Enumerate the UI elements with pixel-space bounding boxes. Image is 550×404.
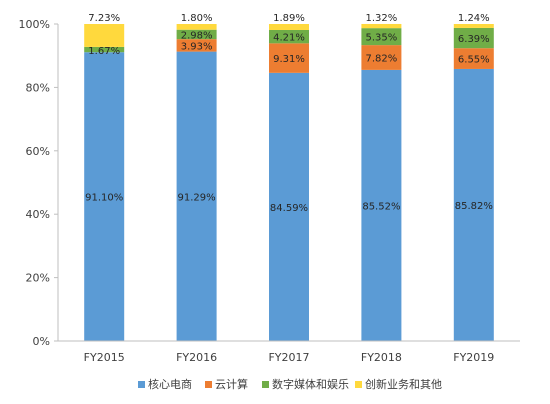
bars: 91.10% 1.67% 7.23% 91.29% 3.93%2.98% 1.80% 84.… [84, 13, 494, 342]
bar-segment [269, 43, 309, 73]
y-tick-label: 80% [26, 81, 50, 94]
data-label: 1.67% [88, 46, 120, 57]
data-label: 6.39% [458, 34, 490, 45]
bar-segment [269, 72, 309, 341]
x-tick-label: FY2019 [453, 351, 494, 364]
legend-label: 云计算 [215, 377, 248, 391]
bar-segment [453, 68, 494, 342]
y-axis: 0% 20% 40% 60% 80% 100% [19, 18, 59, 348]
bar-segment [269, 29, 309, 44]
data-label: 85.82% [455, 201, 493, 212]
x-tick-label: FY2015 [84, 351, 125, 364]
bar-segment [84, 24, 125, 47]
x-tick-label: FY2016 [176, 351, 217, 364]
bar-segment [269, 24, 309, 30]
data-label: 3.93% [181, 41, 213, 52]
legend-swatch [355, 381, 362, 388]
bar-segment [176, 24, 217, 30]
bar-segment [453, 27, 494, 49]
data-label: 4.21% [273, 33, 305, 44]
y-tick-label: 0% [33, 335, 50, 348]
data-label: 91.10% [85, 193, 123, 204]
data-label: 9.31% [273, 54, 305, 65]
x-tick-label: FY2017 [268, 351, 309, 364]
bar-segment [176, 29, 217, 40]
legend-label: 创新业务和其他 [365, 377, 442, 391]
bar-segment [84, 52, 125, 341]
x-axis: FY2015 FY2016 FY2017 FY2018 FY2019 [58, 340, 520, 364]
data-label: 84.59% [270, 203, 308, 214]
bar-segment [176, 51, 217, 342]
y-tick-label: 20% [26, 272, 50, 285]
y-tick-label: 60% [26, 145, 50, 158]
legend-swatch [262, 381, 269, 388]
data-label: 91.29% [178, 192, 216, 203]
bar-segment [361, 23, 402, 29]
bar-segment [361, 69, 402, 341]
data-label: 5.35% [366, 33, 398, 44]
data-label: 2.98% [181, 30, 213, 41]
bar-segment [176, 39, 217, 52]
data-label: 1.80% [181, 13, 213, 24]
x-tick-label: FY2018 [361, 351, 402, 364]
data-label: 7.23% [88, 13, 120, 24]
legend-swatch [205, 381, 212, 388]
bar-segment [84, 46, 125, 53]
y-tick-label: 40% [26, 208, 50, 221]
data-label: 85.52% [362, 201, 400, 212]
legend-label: 数字媒体和娱乐 [272, 377, 349, 391]
data-label: 1.32% [366, 13, 398, 24]
data-label: 6.55% [458, 55, 490, 66]
data-label: 7.82% [366, 54, 398, 65]
bar-segment [361, 28, 402, 46]
legend-swatch [138, 381, 145, 388]
legend-label: 核心电商 [148, 377, 192, 391]
y-tick-label: 100% [19, 18, 50, 31]
bar-segment [453, 48, 494, 69]
bar-segment [361, 45, 402, 70]
data-label: 1.24% [458, 13, 490, 24]
bar-segment [453, 24, 494, 28]
data-label: 1.89% [273, 13, 305, 24]
legend: 核心电商 云计算 数字媒体和娱乐 创新业务和其他 [138, 377, 442, 391]
